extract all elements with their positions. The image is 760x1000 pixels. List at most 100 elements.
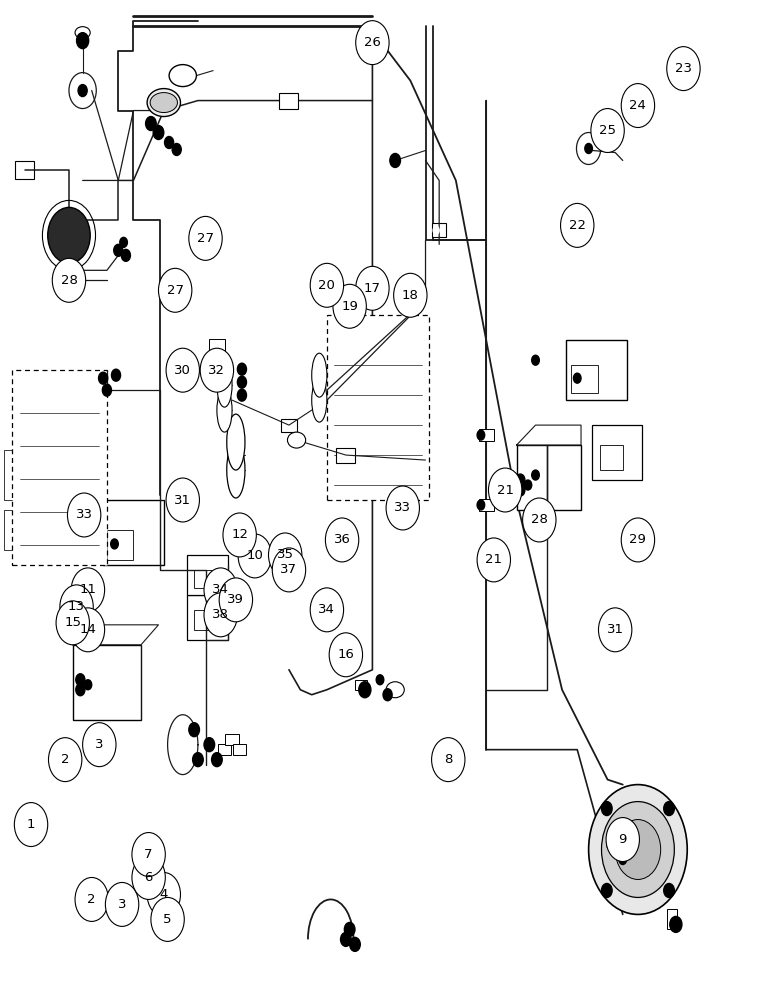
Circle shape — [606, 839, 616, 851]
Circle shape — [432, 738, 465, 782]
Bar — [667, 909, 677, 929]
Circle shape — [621, 84, 654, 128]
Circle shape — [132, 856, 166, 899]
Text: 38: 38 — [212, 608, 229, 621]
Text: 4: 4 — [160, 888, 168, 901]
Circle shape — [376, 675, 384, 685]
Circle shape — [359, 682, 371, 698]
Text: 25: 25 — [599, 124, 616, 137]
Text: 39: 39 — [227, 593, 244, 606]
Bar — [592, 425, 641, 480]
Circle shape — [211, 753, 222, 767]
Circle shape — [237, 376, 246, 388]
Ellipse shape — [217, 363, 232, 407]
Text: 5: 5 — [163, 913, 172, 926]
Bar — [327, 315, 429, 500]
Circle shape — [591, 109, 624, 152]
Text: 7: 7 — [144, 848, 153, 861]
Ellipse shape — [75, 27, 90, 39]
Circle shape — [71, 568, 105, 612]
Circle shape — [132, 833, 166, 876]
Circle shape — [574, 373, 581, 383]
Ellipse shape — [150, 93, 177, 113]
Circle shape — [532, 355, 540, 365]
Circle shape — [238, 534, 271, 578]
Text: 10: 10 — [246, 549, 263, 562]
Circle shape — [356, 21, 389, 65]
Ellipse shape — [226, 442, 245, 498]
Bar — [600, 445, 622, 470]
Circle shape — [601, 883, 612, 897]
Circle shape — [615, 820, 660, 879]
Circle shape — [106, 882, 139, 926]
Text: 3: 3 — [118, 898, 126, 911]
Circle shape — [165, 137, 173, 148]
Text: 14: 14 — [80, 623, 97, 636]
Text: 2: 2 — [87, 893, 96, 906]
Text: 3: 3 — [95, 738, 103, 751]
Circle shape — [394, 273, 427, 317]
Text: 26: 26 — [364, 36, 381, 49]
Circle shape — [477, 500, 485, 510]
Circle shape — [120, 237, 128, 247]
Circle shape — [329, 633, 363, 677]
Bar — [337, 448, 356, 463]
Circle shape — [111, 539, 119, 549]
Bar — [280, 93, 299, 109]
Bar — [479, 499, 494, 511]
Circle shape — [237, 389, 246, 401]
Circle shape — [166, 348, 199, 392]
Circle shape — [56, 601, 90, 645]
Text: 32: 32 — [208, 364, 226, 377]
Bar — [103, 500, 164, 565]
Text: 22: 22 — [568, 219, 586, 232]
Circle shape — [524, 480, 532, 490]
Circle shape — [516, 474, 525, 486]
Circle shape — [619, 855, 626, 864]
Circle shape — [146, 117, 157, 131]
Text: 36: 36 — [334, 533, 350, 546]
Circle shape — [83, 723, 116, 767]
Text: 9: 9 — [619, 833, 627, 846]
Bar — [194, 610, 213, 630]
Circle shape — [606, 818, 639, 861]
Circle shape — [433, 226, 439, 234]
Text: 11: 11 — [80, 583, 97, 596]
Circle shape — [77, 33, 89, 49]
Bar — [356, 680, 367, 690]
Circle shape — [112, 369, 121, 381]
Circle shape — [68, 493, 101, 537]
Text: 29: 29 — [629, 533, 646, 546]
Circle shape — [663, 883, 674, 897]
Text: 16: 16 — [337, 648, 354, 661]
Circle shape — [588, 785, 687, 914]
Circle shape — [585, 143, 592, 153]
Circle shape — [670, 916, 682, 932]
Bar — [107, 530, 134, 560]
Ellipse shape — [287, 432, 306, 448]
Circle shape — [383, 689, 392, 701]
Text: 21: 21 — [486, 553, 502, 566]
Circle shape — [76, 674, 85, 686]
Circle shape — [192, 753, 203, 767]
Circle shape — [71, 608, 105, 652]
Circle shape — [350, 937, 360, 951]
Bar — [186, 555, 228, 595]
Circle shape — [188, 216, 222, 260]
Bar — [334, 331, 358, 349]
Circle shape — [60, 585, 93, 629]
Text: 24: 24 — [629, 99, 646, 112]
Bar — [186, 595, 228, 640]
Ellipse shape — [169, 65, 196, 87]
Circle shape — [386, 486, 420, 530]
Circle shape — [188, 723, 199, 737]
Circle shape — [122, 249, 131, 261]
Circle shape — [477, 430, 485, 440]
Circle shape — [390, 153, 401, 167]
Circle shape — [523, 498, 556, 542]
Bar — [15, 161, 34, 179]
Circle shape — [147, 872, 180, 916]
Circle shape — [219, 578, 252, 622]
Text: 12: 12 — [231, 528, 249, 541]
Bar — [233, 744, 246, 755]
